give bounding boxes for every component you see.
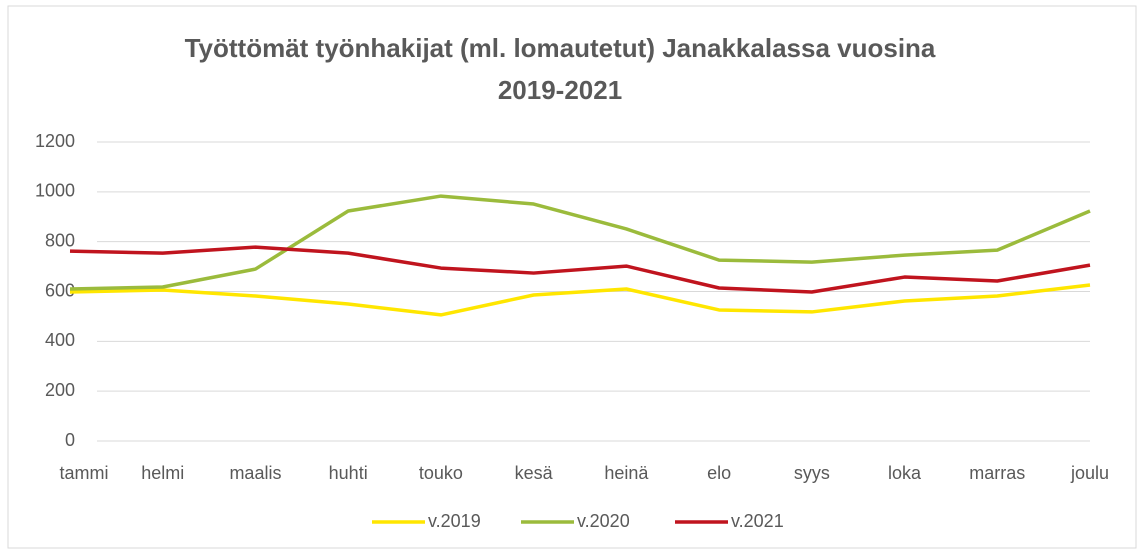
y-tick-label: 200: [45, 380, 75, 400]
x-tick-label: joulu: [1070, 463, 1109, 483]
legend-label: v.2021: [731, 511, 784, 531]
legend-label: v.2020: [577, 511, 630, 531]
y-tick-label: 800: [45, 230, 75, 250]
x-tick-label: elo: [707, 463, 731, 483]
chart-title: Työttömät työnhakijat (ml. lomautetut) J…: [185, 33, 936, 105]
data-line: [69, 245, 1091, 294]
x-tick-label: huhti: [329, 463, 368, 483]
x-tick-label: loka: [888, 463, 922, 483]
x-tick-label: maalis: [229, 463, 281, 483]
y-tick-label: 1000: [35, 181, 75, 201]
legend-label: v.2019: [428, 511, 481, 531]
x-tick-label: tammi: [60, 463, 109, 483]
y-tick-label: 600: [45, 280, 75, 300]
x-tick-label: marras: [969, 463, 1025, 483]
x-tick-label: syys: [794, 463, 830, 483]
x-tick-label: kesä: [515, 463, 554, 483]
y-tick-label: 400: [45, 330, 75, 350]
data-line: [69, 194, 1091, 291]
y-tick-label: 1200: [35, 131, 75, 151]
x-tick-label: helmi: [141, 463, 184, 483]
chart-border: [7, 5, 1137, 549]
x-tick-label: touko: [419, 463, 463, 483]
y-tick-label: 0: [65, 430, 75, 450]
data-line: [69, 283, 1091, 317]
x-tick-label: heinä: [604, 463, 649, 483]
